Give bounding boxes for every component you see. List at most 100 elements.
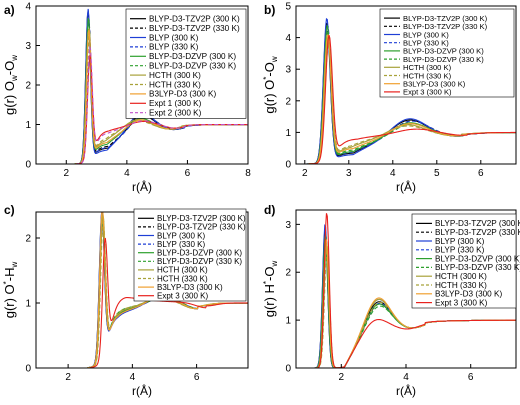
legend-entry: B3LYP-D3 (300 K) xyxy=(435,290,502,299)
series-line-10 xyxy=(36,55,248,164)
legend-entry: BLYP-D3-DZVP (300 K) xyxy=(435,254,520,263)
legend-entry: HCTH (330 K) xyxy=(149,80,201,89)
chart-panel-2: b) 2 3 4 5 6 0 1 2 3 4 5 r(Å) g(r) O*-Ow BLYP-D3-TZV2P… xyxy=(262,2,517,194)
legend-entry: HCTH (300 K) xyxy=(157,266,208,275)
y-tick-label: 4 xyxy=(25,2,31,13)
x-tick-label: 2 xyxy=(64,168,70,179)
y-tick-label: 2 xyxy=(25,81,31,92)
y-tick-label: 0 xyxy=(25,364,31,375)
legend-entry: BLYP-D3-DZVP (330 K) xyxy=(149,62,236,71)
x-tick-label: 8 xyxy=(245,168,251,179)
legend-box xyxy=(125,8,247,119)
legend-entry: BLYP-D3-TZV2P (300 K) xyxy=(149,15,240,24)
legend-entry: BLYP-D3-TZV2P (330 K) xyxy=(157,223,246,232)
x-tick-label: 3 xyxy=(346,168,352,179)
legend-entry: BLYP (330 K) xyxy=(403,39,449,48)
plot-frame xyxy=(295,5,517,165)
legend-entry: B3LYP-D3 (300 K) xyxy=(149,90,216,99)
legend-box xyxy=(411,213,517,309)
legend-entry: BLYP (300 K) xyxy=(435,237,485,246)
y-tick-label: 1 xyxy=(285,128,291,139)
x-tick-label: 6 xyxy=(478,168,484,179)
x-tick-label: 4 xyxy=(403,372,409,383)
x-axis-label: r(Å) xyxy=(132,383,152,398)
legend-entry: B3LYP-D3 (300 K) xyxy=(157,283,223,292)
legend-entry: HCTH (330 K) xyxy=(435,281,487,290)
y-tick-label: 0 xyxy=(285,160,291,171)
x-axis-label: r(Å) xyxy=(132,179,152,194)
panel-label: a) xyxy=(4,3,15,17)
series-line-9 xyxy=(36,212,248,368)
series-line-10 xyxy=(296,34,516,164)
y-tick-label: 2 xyxy=(25,234,31,245)
legend-entry: BLYP (330 K) xyxy=(149,43,199,52)
y-tick-label: 1 xyxy=(285,316,291,327)
x-tick-label: 2 xyxy=(302,168,308,179)
legend-entry: BLYP-D3-DZVP (330 K) xyxy=(157,257,242,266)
x-tick-label: 4 xyxy=(130,372,136,383)
y-tick-label: 3 xyxy=(25,41,31,52)
x-axis-label: r(Å) xyxy=(396,179,416,194)
series-line-10 xyxy=(296,213,516,368)
legend-entry: Expt 3 (300 K) xyxy=(403,88,452,97)
x-tick-label: 6 xyxy=(185,168,191,179)
y-tick-label: 2 xyxy=(285,268,291,279)
legend-entry: BLYP-D3-TZV2P (330 K) xyxy=(403,22,488,31)
legend-entry: BLYP-D3-TZV2P (330 K) xyxy=(149,24,240,33)
y-tick-label: 2 xyxy=(285,96,291,107)
x-tick-label: 6 xyxy=(194,372,200,383)
y-tick-label: 3 xyxy=(285,65,291,76)
legend-entry: B3LYP-D3 (300 K) xyxy=(403,80,466,89)
y-axis-label: g(r) O*-Ow xyxy=(262,56,279,114)
legend-box xyxy=(379,8,515,98)
y-tick-label: 0 xyxy=(25,160,31,171)
legend-entry: HCTH (300 K) xyxy=(435,272,487,281)
y-tick-label: 3 xyxy=(285,220,291,231)
y-tick-label: 1 xyxy=(25,120,31,131)
legend-entry: BLYP-D3-DZVP (300 K) xyxy=(149,52,236,61)
legend-entry: Expt 2 (300 K) xyxy=(149,109,202,118)
legend-entry: BLYP-D3-TZV2P (300 K) xyxy=(435,219,520,228)
panel-label: d) xyxy=(264,203,275,217)
x-tick-label: 4 xyxy=(390,168,396,179)
legend-entry: BLYP-D3-TZV2P (300 K) xyxy=(403,14,488,23)
legend-entry: BLYP (330 K) xyxy=(157,240,206,249)
series-line-11 xyxy=(36,46,248,164)
legend-entry: BLYP-D3-DZVP (300 K) xyxy=(403,47,484,56)
y-tick-label: 0 xyxy=(285,364,291,375)
legend-entry: HCTH (330 K) xyxy=(403,71,452,80)
legend-entry: BLYP-D3-DZVP (330 K) xyxy=(403,55,484,64)
legend-entry: HCTH (300 K) xyxy=(149,71,201,80)
legend-entry: Expt 3 (300 K) xyxy=(435,298,488,307)
panel-label: b) xyxy=(264,3,275,17)
legend-entry: BLYP-D3-DZVP (300 K) xyxy=(157,249,242,258)
y-tick-label: 5 xyxy=(285,2,291,13)
x-tick-label: 5 xyxy=(434,168,440,179)
x-tick-label: 2 xyxy=(65,372,71,383)
legend-entry: Expt 1 (300 K) xyxy=(149,99,202,108)
chart-panel-4: d) 2 4 6 0 1 2 3 r(Å) g(r) H*-Ow BLYP-D3-TZV2P (30… xyxy=(262,203,520,398)
panel-label: c) xyxy=(4,203,15,217)
legend-entry: BLYP-D3-DZVP (330 K) xyxy=(435,263,520,272)
legend-entry: Expt 3 (300 K) xyxy=(157,292,208,301)
legend-box xyxy=(133,208,247,302)
chart-panel-3: c) 2 4 6 0 1 2 r(Å) g(r) O*-Hw BLYP-D3-TZV2P (300… xyxy=(2,203,249,398)
legend-entry: BLYP (300 K) xyxy=(149,33,199,42)
x-axis-label: r(Å) xyxy=(396,383,416,398)
legend-entry: BLYP (300 K) xyxy=(157,231,206,240)
x-tick-label: 2 xyxy=(339,372,345,383)
legend-entry: HCTH (300 K) xyxy=(403,63,452,72)
x-tick-label: 6 xyxy=(468,372,474,383)
y-axis-label: g(r) Ow-Ow xyxy=(2,55,19,115)
legend-entry: BLYP (330 K) xyxy=(435,246,485,255)
legend-entry: BLYP-D3-TZV2P (330 K) xyxy=(435,228,520,237)
legend-entry: BLYP-D3-TZV2P (300 K) xyxy=(157,214,246,223)
y-axis-label: g(r) O*-Hw xyxy=(2,261,19,318)
legend-entry: HCTH (330 K) xyxy=(157,274,208,283)
y-axis-label: g(r) H*-Ow xyxy=(262,260,279,317)
x-tick-label: 4 xyxy=(124,168,130,179)
y-tick-label: 1 xyxy=(25,299,31,310)
